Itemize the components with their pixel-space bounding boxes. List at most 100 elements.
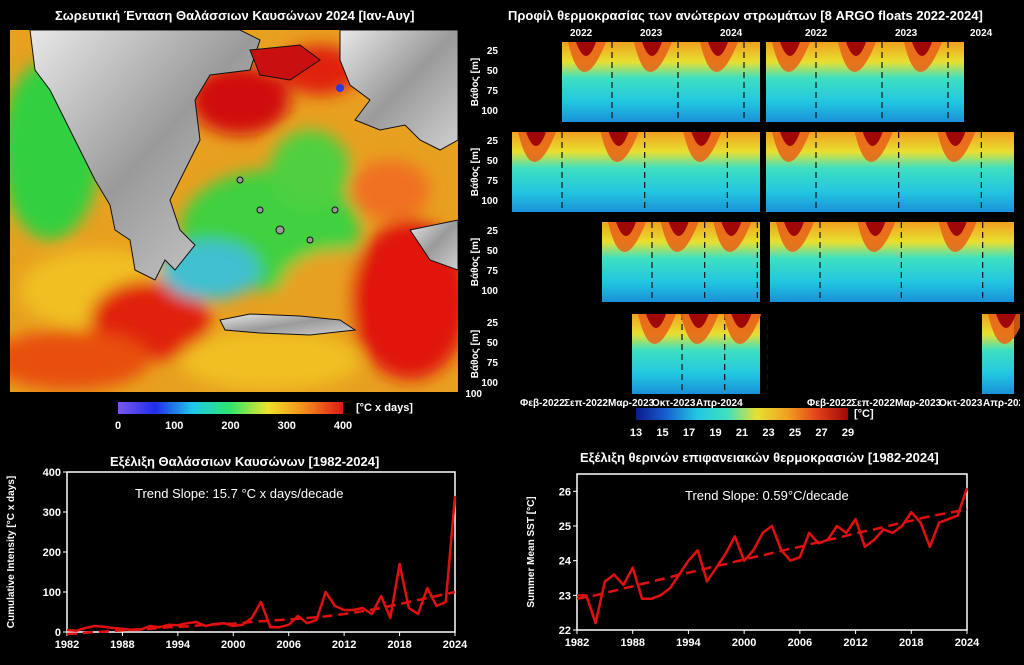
argo-float-profile	[766, 132, 1014, 212]
year-label: 2022	[805, 28, 828, 39]
year-label: 2024	[970, 28, 993, 39]
argo-colorbar-tick: 23	[762, 427, 775, 439]
depth-tick: 25	[487, 136, 499, 147]
chart1-x-tick: 1982	[55, 639, 79, 651]
depth-axis-label: Βάθος [m]	[470, 58, 481, 106]
chart2-trend-annotation: Trend Slope: 0.59°C/decade	[685, 488, 849, 503]
map-colorbar-tick: 200	[221, 420, 240, 432]
argo-x-tick: Απρ-2024	[983, 398, 1020, 409]
argo-colorbar-tick: 15	[656, 427, 669, 439]
argo-colorbar	[636, 408, 848, 420]
chart1-y-tick: 300	[43, 507, 61, 519]
depth-tick: 100	[481, 378, 498, 389]
argo-colorbar-tick: 27	[815, 427, 828, 439]
chart2-plot-frame	[576, 473, 968, 631]
chart2-x-tick: 2024	[955, 637, 980, 649]
chart2-x-tick: 1988	[620, 637, 644, 649]
argo-float-profile	[562, 42, 760, 122]
argo-x-tick: Απρ-2024	[696, 398, 743, 409]
argo-float-profile	[512, 132, 760, 212]
depth-tick: 75	[487, 358, 499, 369]
depth-tick: 50	[487, 338, 499, 349]
depth-tick: 25	[487, 318, 499, 329]
depth-tick: 100	[481, 106, 498, 117]
chart2-ylabel: Summer Mean SST [°C]	[526, 496, 537, 607]
map-title: Σωρευτική Ένταση Θαλάσσιων Καυσώνων 2024…	[55, 8, 415, 23]
argo-x-tick: Μαρ-2023	[608, 398, 655, 409]
argo-float-profile	[982, 314, 1020, 394]
argo-title: Προφίλ θερμοκρασίας των ανώτερων στρωμάτ…	[508, 8, 983, 23]
map-colorbar-unit: [°C x days]	[356, 402, 413, 414]
chart2-x-tick: 2000	[732, 637, 756, 649]
chart2-x-tick: 2006	[788, 637, 812, 649]
year-label: 2023	[640, 28, 663, 39]
land-mass	[29, 30, 458, 336]
chart2-x-tick: 2018	[899, 637, 923, 649]
chart1-x-tick: 2024	[443, 639, 468, 651]
chart1-ylabel: Cumulative Intensity [°C x days]	[6, 476, 17, 628]
argo-float-profile	[602, 222, 760, 302]
chart1-trend-line	[66, 590, 456, 636]
depth-tick: 50	[487, 246, 499, 257]
chart2-series-line	[577, 487, 969, 625]
argo-colorbar-tick: 13	[629, 427, 643, 439]
argo-colorbar-ticks: 13 15 17 19 21 23 25 27 29	[630, 427, 854, 441]
chart1-x-tick: 2012	[332, 639, 356, 651]
depth-tick: 75	[487, 266, 499, 277]
depth-tick: 50	[487, 156, 499, 167]
argo-colorbar-tick: 19	[709, 427, 722, 439]
chart1-x-tick: 2006	[276, 639, 300, 651]
argo-float-profile	[770, 222, 1014, 302]
chart1-y-tick: 100	[43, 587, 61, 599]
argo-colorbar-tick: 17	[682, 427, 696, 439]
depth-tick: 100	[481, 196, 498, 207]
depth-tick: 75	[487, 86, 499, 97]
map-colorbar-ticks: 0 100 200 300 400	[114, 420, 352, 434]
chart2-title: Εξέλιξη θερινών επιφανειακών θερμοκρασιώ…	[580, 450, 939, 465]
year-label: 2022	[570, 28, 593, 39]
summer-sst-chart: 1982 1988 1994 2000 2006 2012 2018 2024 22 23 24 25…	[526, 473, 980, 649]
argo-float-profile	[632, 314, 768, 394]
chart1-x-tick: 1988	[110, 639, 134, 651]
argo-colorbar-unit: [°C]	[854, 408, 874, 420]
argo-colorbar-tick: 29	[841, 427, 855, 439]
argo-x-tick: Μαρ-2023	[895, 398, 942, 409]
depth-tick: 100	[465, 389, 482, 400]
chart2-y-tick: 22	[559, 625, 571, 637]
map-colorbar-tick: 100	[165, 420, 184, 432]
map-colorbar-tick: 300	[277, 420, 296, 432]
chart1-x-tick: 2000	[221, 639, 245, 651]
map-colorbar	[118, 402, 343, 414]
heatwave-intensity-map	[10, 30, 458, 392]
argo-x-tick: Φεβ-2022	[807, 398, 852, 409]
depth-tick: 75	[487, 176, 499, 187]
depth-axis-label: Βάθος [m]	[470, 238, 481, 286]
chart1-title: Εξέλιξη Θαλάσσιων Καυσώνων [1982-2024]	[110, 454, 380, 469]
chart2-x-tick: 1982	[565, 637, 589, 649]
chart2-x-tick: 1994	[676, 637, 701, 649]
chart2-y-tick: 26	[559, 486, 571, 498]
argo-x-tick: Σεπ-2022	[564, 398, 608, 409]
map-colorbar-tick: 0	[114, 420, 122, 432]
depth-axis-label: Βάθος [m]	[470, 148, 481, 196]
year-label: 2023	[895, 28, 918, 39]
heatwave-intensity-chart: 1982 1988 1994 2000 2006 2012 2018 2024 0 100 200 3…	[6, 467, 468, 651]
argo-x-tick: Οκτ-2023	[939, 398, 983, 409]
chart1-y-tick: 0	[55, 627, 61, 639]
chart1-x-tick: 1994	[166, 639, 191, 651]
depth-tick: 25	[487, 226, 499, 237]
chart1-y-tick: 200	[43, 547, 61, 559]
chart2-y-tick: 25	[559, 521, 571, 533]
argo-colorbar-tick: 25	[788, 427, 802, 439]
argo-x-tick: Σεπ-2022	[851, 398, 895, 409]
year-label: 2024	[720, 28, 743, 39]
argo-x-tick: Φεβ-2022	[520, 398, 565, 409]
chart1-trend-annotation: Trend Slope: 15.7 °C x days/decade	[135, 486, 344, 501]
chart2-x-tick: 2012	[843, 637, 867, 649]
chart2-trend-line	[576, 508, 968, 601]
depth-axis-label: Βάθος [m]	[470, 330, 481, 378]
argo-colorbar-tick: 21	[735, 427, 749, 439]
chart2-y-tick: 23	[559, 590, 571, 602]
map-colorbar-tick: 400	[333, 420, 353, 432]
